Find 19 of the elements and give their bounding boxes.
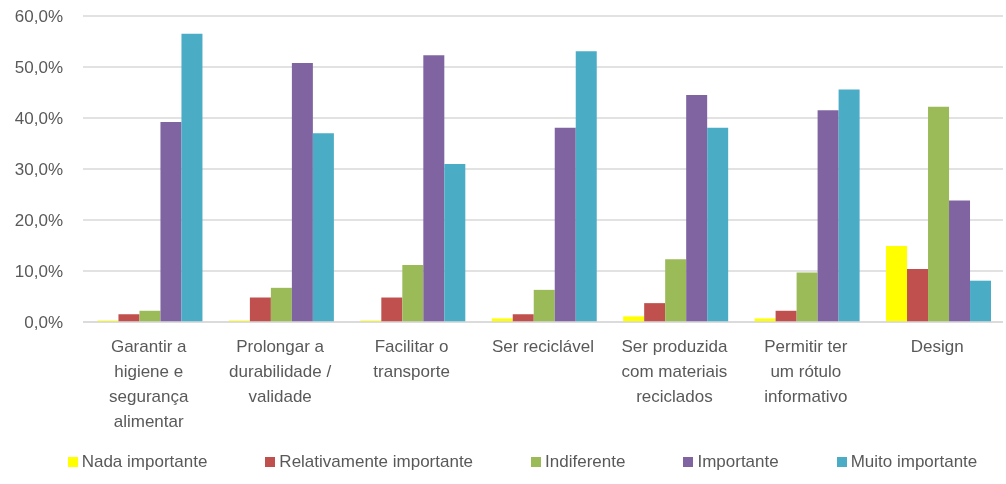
- legend-label: Nada importante: [81, 452, 208, 472]
- x-tick-label: Garantir a higiene e segurança alimentar: [109, 337, 189, 431]
- x-tick-label: Design: [910, 337, 964, 356]
- y-tick-label: 40,0%: [14, 109, 63, 129]
- legend-label: Muito importante: [850, 452, 978, 472]
- legend-label: Importante: [697, 452, 779, 472]
- x-tick-label: Ser reciclável: [491, 337, 595, 356]
- x-tick-label: Prolongar a durabilidade / validade: [229, 337, 332, 406]
- y-tick-label: 50,0%: [14, 58, 63, 78]
- x-tick-label: Facilitar o transporte: [373, 337, 450, 381]
- legend-label: Indiferente: [545, 452, 626, 472]
- x-tick-label: Ser produzida com materiais reciclados: [621, 337, 728, 406]
- y-tick-label: 0,0%: [24, 313, 63, 333]
- y-tick-label: 60,0%: [14, 7, 63, 27]
- x-tick-label: Permitir ter um rótulo informativo: [764, 337, 848, 406]
- y-tick-label: 10,0%: [14, 262, 63, 282]
- y-tick-label: 20,0%: [14, 211, 63, 231]
- legend-label: Relativamente importante: [279, 452, 474, 472]
- y-tick-label: 30,0%: [14, 160, 63, 180]
